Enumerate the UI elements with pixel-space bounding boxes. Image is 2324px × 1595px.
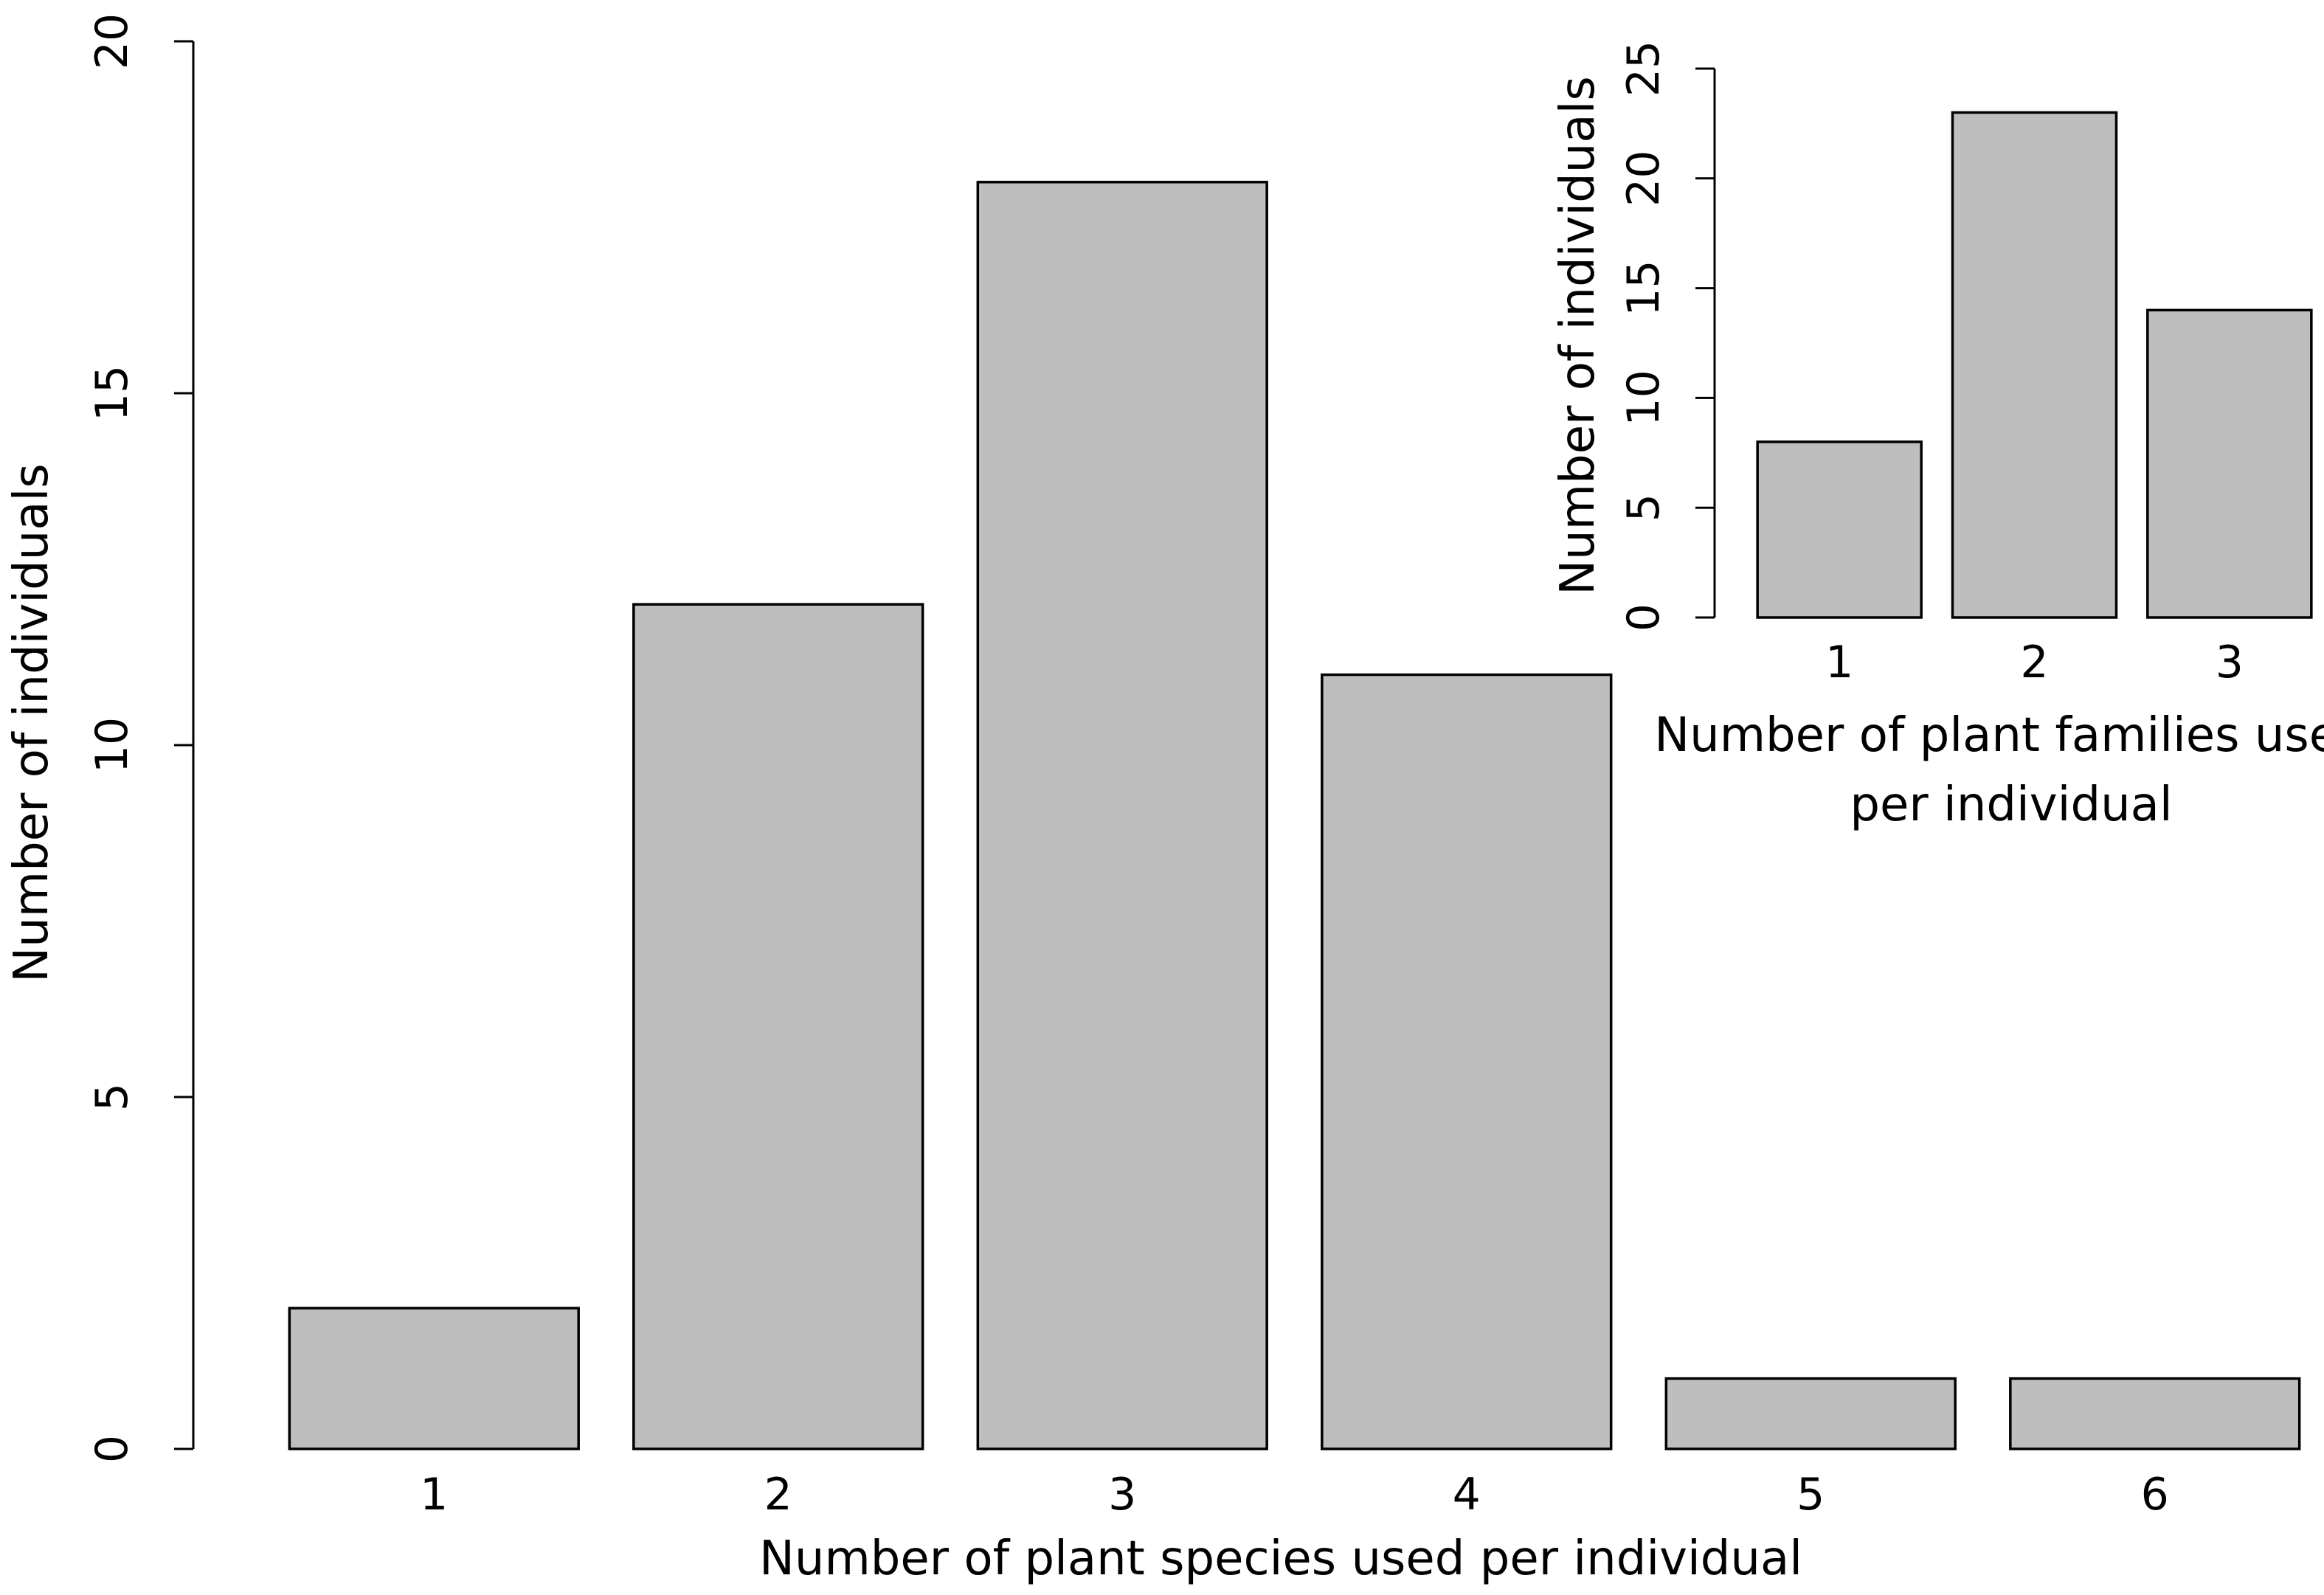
main-y-tick-label: 15	[86, 365, 138, 421]
inset-x-tick-label: 2	[2020, 637, 2048, 688]
inset-bar-chart: 0 5 10 15 20 25 1 2 3 Number of plant families …	[1551, 41, 2324, 832]
inset-bar-2	[1951, 111, 2118, 619]
main-bar-2	[632, 603, 924, 1450]
inset-x-tick-labels: 1 2 3	[1825, 637, 2244, 688]
inset-y-tick-label: 15	[1618, 260, 1670, 316]
main-y-tick-label: 20	[86, 13, 138, 69]
inset-y-tick-label: 10	[1618, 370, 1670, 426]
main-bars	[288, 181, 2301, 1450]
inset-y-axis-title: Number of individuals	[1551, 76, 1605, 595]
main-x-tick-label: 1	[420, 1469, 448, 1520]
main-y-tick-label: 0	[86, 1435, 138, 1463]
main-x-tick-labels: 1 2 3 4 5 6	[420, 1469, 2169, 1520]
inset-bar-1	[1756, 440, 1923, 619]
inset-y-ticks: 0 5 10 15 20 25	[1618, 41, 1715, 632]
inset-x-tick-label: 1	[1825, 637, 1853, 688]
inset-x-axis-title-line2: per individual	[1850, 778, 2172, 832]
main-bar-6	[2009, 1377, 2301, 1450]
inset-y-tick-label: 5	[1618, 494, 1670, 522]
main-x-axis-title: Number of plant species used per individ…	[759, 1532, 1802, 1586]
main-y-ticks: 0 5 10 15 20	[86, 13, 193, 1463]
main-x-tick-label: 3	[1108, 1469, 1136, 1520]
main-bar-3	[976, 181, 1268, 1450]
inset-y-tick-label: 25	[1618, 41, 1670, 97]
main-y-axis-title: Number of individuals	[4, 463, 59, 982]
inset-y-tick-label: 0	[1618, 603, 1670, 632]
inset-x-axis-title-line1: Number of plant families used	[1654, 708, 2324, 763]
inset-bars	[1756, 111, 2313, 619]
inset-x-tick-label: 3	[2216, 637, 2244, 688]
main-y-tick-label: 5	[86, 1083, 138, 1111]
main-x-tick-label: 6	[2141, 1469, 2169, 1520]
main-x-tick-label: 4	[1453, 1469, 1481, 1520]
main-bar-1	[288, 1307, 580, 1450]
main-x-tick-label: 5	[1796, 1469, 1825, 1520]
main-y-tick-label: 10	[86, 717, 138, 773]
main-x-tick-label: 2	[764, 1469, 792, 1520]
main-bar-4	[1321, 673, 1613, 1450]
inset-y-tick-label: 20	[1618, 150, 1670, 207]
main-bar-5	[1664, 1377, 1957, 1450]
inset-bar-3	[2146, 308, 2313, 619]
